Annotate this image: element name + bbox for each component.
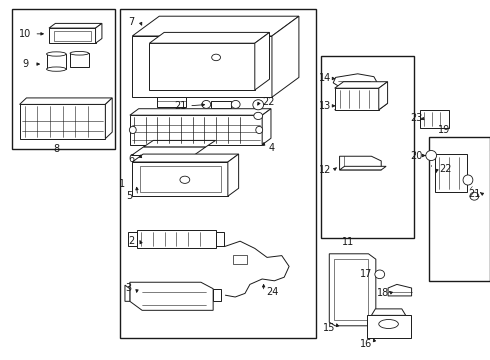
Polygon shape (272, 16, 299, 97)
Text: 14: 14 (319, 73, 331, 84)
Text: 10: 10 (19, 29, 31, 39)
Text: 15: 15 (323, 323, 336, 333)
Polygon shape (213, 289, 220, 301)
Bar (233, 255, 247, 264)
Ellipse shape (180, 176, 190, 183)
Ellipse shape (426, 150, 437, 161)
Text: 7: 7 (128, 17, 134, 27)
Polygon shape (367, 315, 411, 338)
Polygon shape (105, 98, 112, 139)
Text: 24: 24 (266, 287, 279, 297)
Text: 16: 16 (361, 339, 372, 349)
Polygon shape (333, 74, 377, 89)
Text: 5: 5 (126, 191, 132, 201)
Text: 19: 19 (438, 125, 450, 135)
Polygon shape (132, 154, 239, 162)
Polygon shape (130, 109, 271, 115)
Polygon shape (435, 154, 467, 192)
Ellipse shape (463, 175, 473, 185)
Polygon shape (340, 166, 386, 170)
Ellipse shape (70, 51, 89, 55)
Text: 22: 22 (262, 96, 275, 107)
Bar (54, 31, 91, 41)
Text: 18: 18 (377, 288, 389, 298)
Polygon shape (49, 28, 96, 43)
Polygon shape (420, 110, 449, 128)
Ellipse shape (129, 126, 136, 134)
Bar (12, 9, 115, 149)
Polygon shape (128, 232, 137, 246)
Ellipse shape (231, 100, 240, 108)
Polygon shape (211, 101, 231, 108)
Text: 4: 4 (269, 143, 275, 153)
Bar (140, 166, 220, 192)
Text: 1: 1 (119, 179, 124, 189)
Text: 3: 3 (125, 283, 131, 293)
Polygon shape (335, 88, 379, 110)
Ellipse shape (375, 270, 385, 279)
Text: 2: 2 (128, 236, 134, 246)
Polygon shape (149, 43, 255, 90)
Text: 20: 20 (410, 150, 423, 161)
Polygon shape (20, 104, 105, 139)
Polygon shape (371, 309, 406, 315)
Text: 23: 23 (410, 113, 423, 123)
Text: 21: 21 (468, 189, 481, 199)
Ellipse shape (379, 320, 398, 328)
Polygon shape (144, 140, 216, 147)
Polygon shape (132, 36, 272, 97)
Polygon shape (340, 156, 381, 170)
Text: 11: 11 (342, 237, 354, 247)
Polygon shape (47, 54, 66, 69)
Ellipse shape (470, 192, 479, 200)
Ellipse shape (254, 112, 263, 120)
Ellipse shape (212, 54, 220, 60)
Polygon shape (335, 82, 388, 88)
Bar (321, 56, 414, 238)
Ellipse shape (253, 100, 264, 110)
Text: 12: 12 (318, 165, 331, 175)
Text: 9: 9 (23, 59, 28, 69)
Polygon shape (130, 115, 262, 145)
Bar (120, 9, 316, 338)
Ellipse shape (256, 126, 263, 134)
Text: 6: 6 (128, 154, 134, 164)
Polygon shape (49, 23, 102, 28)
Text: 21: 21 (174, 101, 187, 111)
Text: 8: 8 (53, 144, 59, 154)
Polygon shape (130, 282, 213, 310)
Polygon shape (388, 284, 412, 296)
Text: 17: 17 (360, 269, 373, 279)
Bar (429, 137, 490, 281)
Ellipse shape (47, 52, 66, 56)
Polygon shape (228, 154, 239, 196)
Polygon shape (131, 147, 206, 156)
Polygon shape (157, 97, 186, 107)
Polygon shape (20, 98, 112, 104)
Polygon shape (132, 162, 228, 196)
Polygon shape (149, 32, 270, 43)
Polygon shape (70, 53, 89, 67)
Polygon shape (255, 32, 270, 90)
Bar (334, 259, 368, 320)
Ellipse shape (202, 100, 211, 108)
Polygon shape (329, 254, 376, 326)
Polygon shape (216, 232, 224, 246)
Polygon shape (335, 103, 388, 110)
Polygon shape (96, 23, 102, 43)
Polygon shape (132, 16, 299, 36)
Ellipse shape (47, 67, 66, 71)
Polygon shape (125, 285, 130, 301)
Polygon shape (379, 82, 388, 110)
Text: 22: 22 (440, 164, 452, 174)
Polygon shape (137, 230, 216, 248)
Polygon shape (262, 109, 271, 145)
Text: 13: 13 (319, 101, 331, 111)
